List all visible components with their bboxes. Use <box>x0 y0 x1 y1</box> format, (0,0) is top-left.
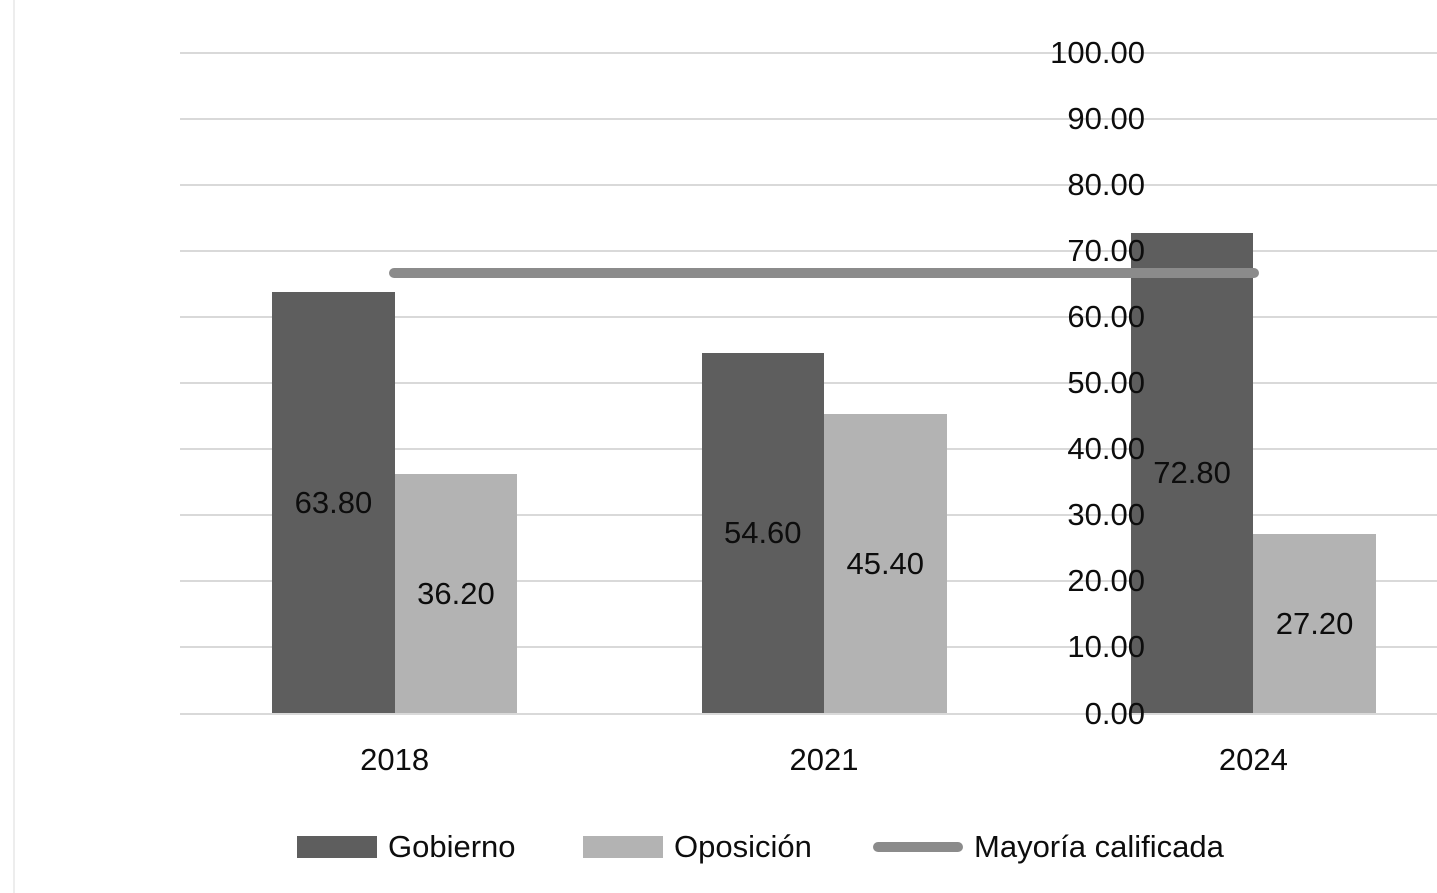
x-axis-category-label-2024: 2024 <box>1218 742 1288 777</box>
y-axis-tick-label: 40.00 <box>1067 431 1145 467</box>
y-axis-tick-label: 60.00 <box>1067 299 1145 335</box>
bar-value-label-gobierno-2021: 54.60 <box>723 515 802 551</box>
gridline <box>180 184 1437 187</box>
bar-value-label-gobierno-2024: 72.80 <box>1153 455 1231 491</box>
bar-gobierno-2024 <box>1130 232 1254 714</box>
legend-item-gobierno: Gobierno <box>297 829 516 864</box>
gridline <box>180 712 1437 715</box>
x-axis-category-label-2021: 2021 <box>789 742 859 777</box>
majority-threshold-line <box>389 267 1259 279</box>
bar-oposición-2021 <box>824 413 947 714</box>
page-edge-line <box>13 0 15 893</box>
y-axis-tick-label: 50.00 <box>1067 365 1145 401</box>
bar-value-label-oposición-2021: 45.40 <box>846 545 925 581</box>
gridline <box>180 316 1437 319</box>
y-axis-tick-label: 70.00 <box>1067 233 1145 269</box>
bar-gobierno-2021 <box>701 352 824 714</box>
bar-oposición-2024 <box>1253 533 1376 714</box>
gridline <box>180 52 1437 54</box>
legend-label-mayoría-calificada: Mayoría calificada <box>974 829 1224 864</box>
y-axis-tick-label: 20.00 <box>1067 563 1145 599</box>
bar-value-label-oposición-2018: 36.20 <box>417 575 495 611</box>
bar-value-label-gobierno-2018: 63.80 <box>294 484 373 520</box>
y-axis-tick-label: 80.00 <box>1067 167 1145 203</box>
bar-value-label-oposición-2024: 27.20 <box>1275 605 1354 641</box>
y-axis-tick-label: 0.00 <box>1084 695 1145 731</box>
gridline <box>180 250 1437 253</box>
legend-label-gobierno: Gobierno <box>388 829 516 864</box>
x-axis-category-label-2018: 2018 <box>360 742 430 777</box>
y-axis-tick-label: 30.00 <box>1067 497 1145 533</box>
gridline <box>180 118 1437 121</box>
y-axis-tick-label: 10.00 <box>1067 629 1145 665</box>
y-axis-tick-label: 100.00 <box>1050 35 1145 70</box>
bar-gobierno-2018 <box>272 292 395 714</box>
legend-bar-swatch <box>297 836 377 858</box>
legend-item-mayoría-calificada: Mayoría calificada <box>873 829 1224 864</box>
legend-line-swatch <box>873 842 963 852</box>
y-axis-tick-label: 90.00 <box>1067 101 1145 137</box>
legend-item-oposición: Oposición <box>583 829 812 864</box>
legend-label-oposición: Oposición <box>674 829 812 864</box>
bar-oposición-2018 <box>394 474 518 714</box>
legend-bar-swatch <box>583 836 663 858</box>
